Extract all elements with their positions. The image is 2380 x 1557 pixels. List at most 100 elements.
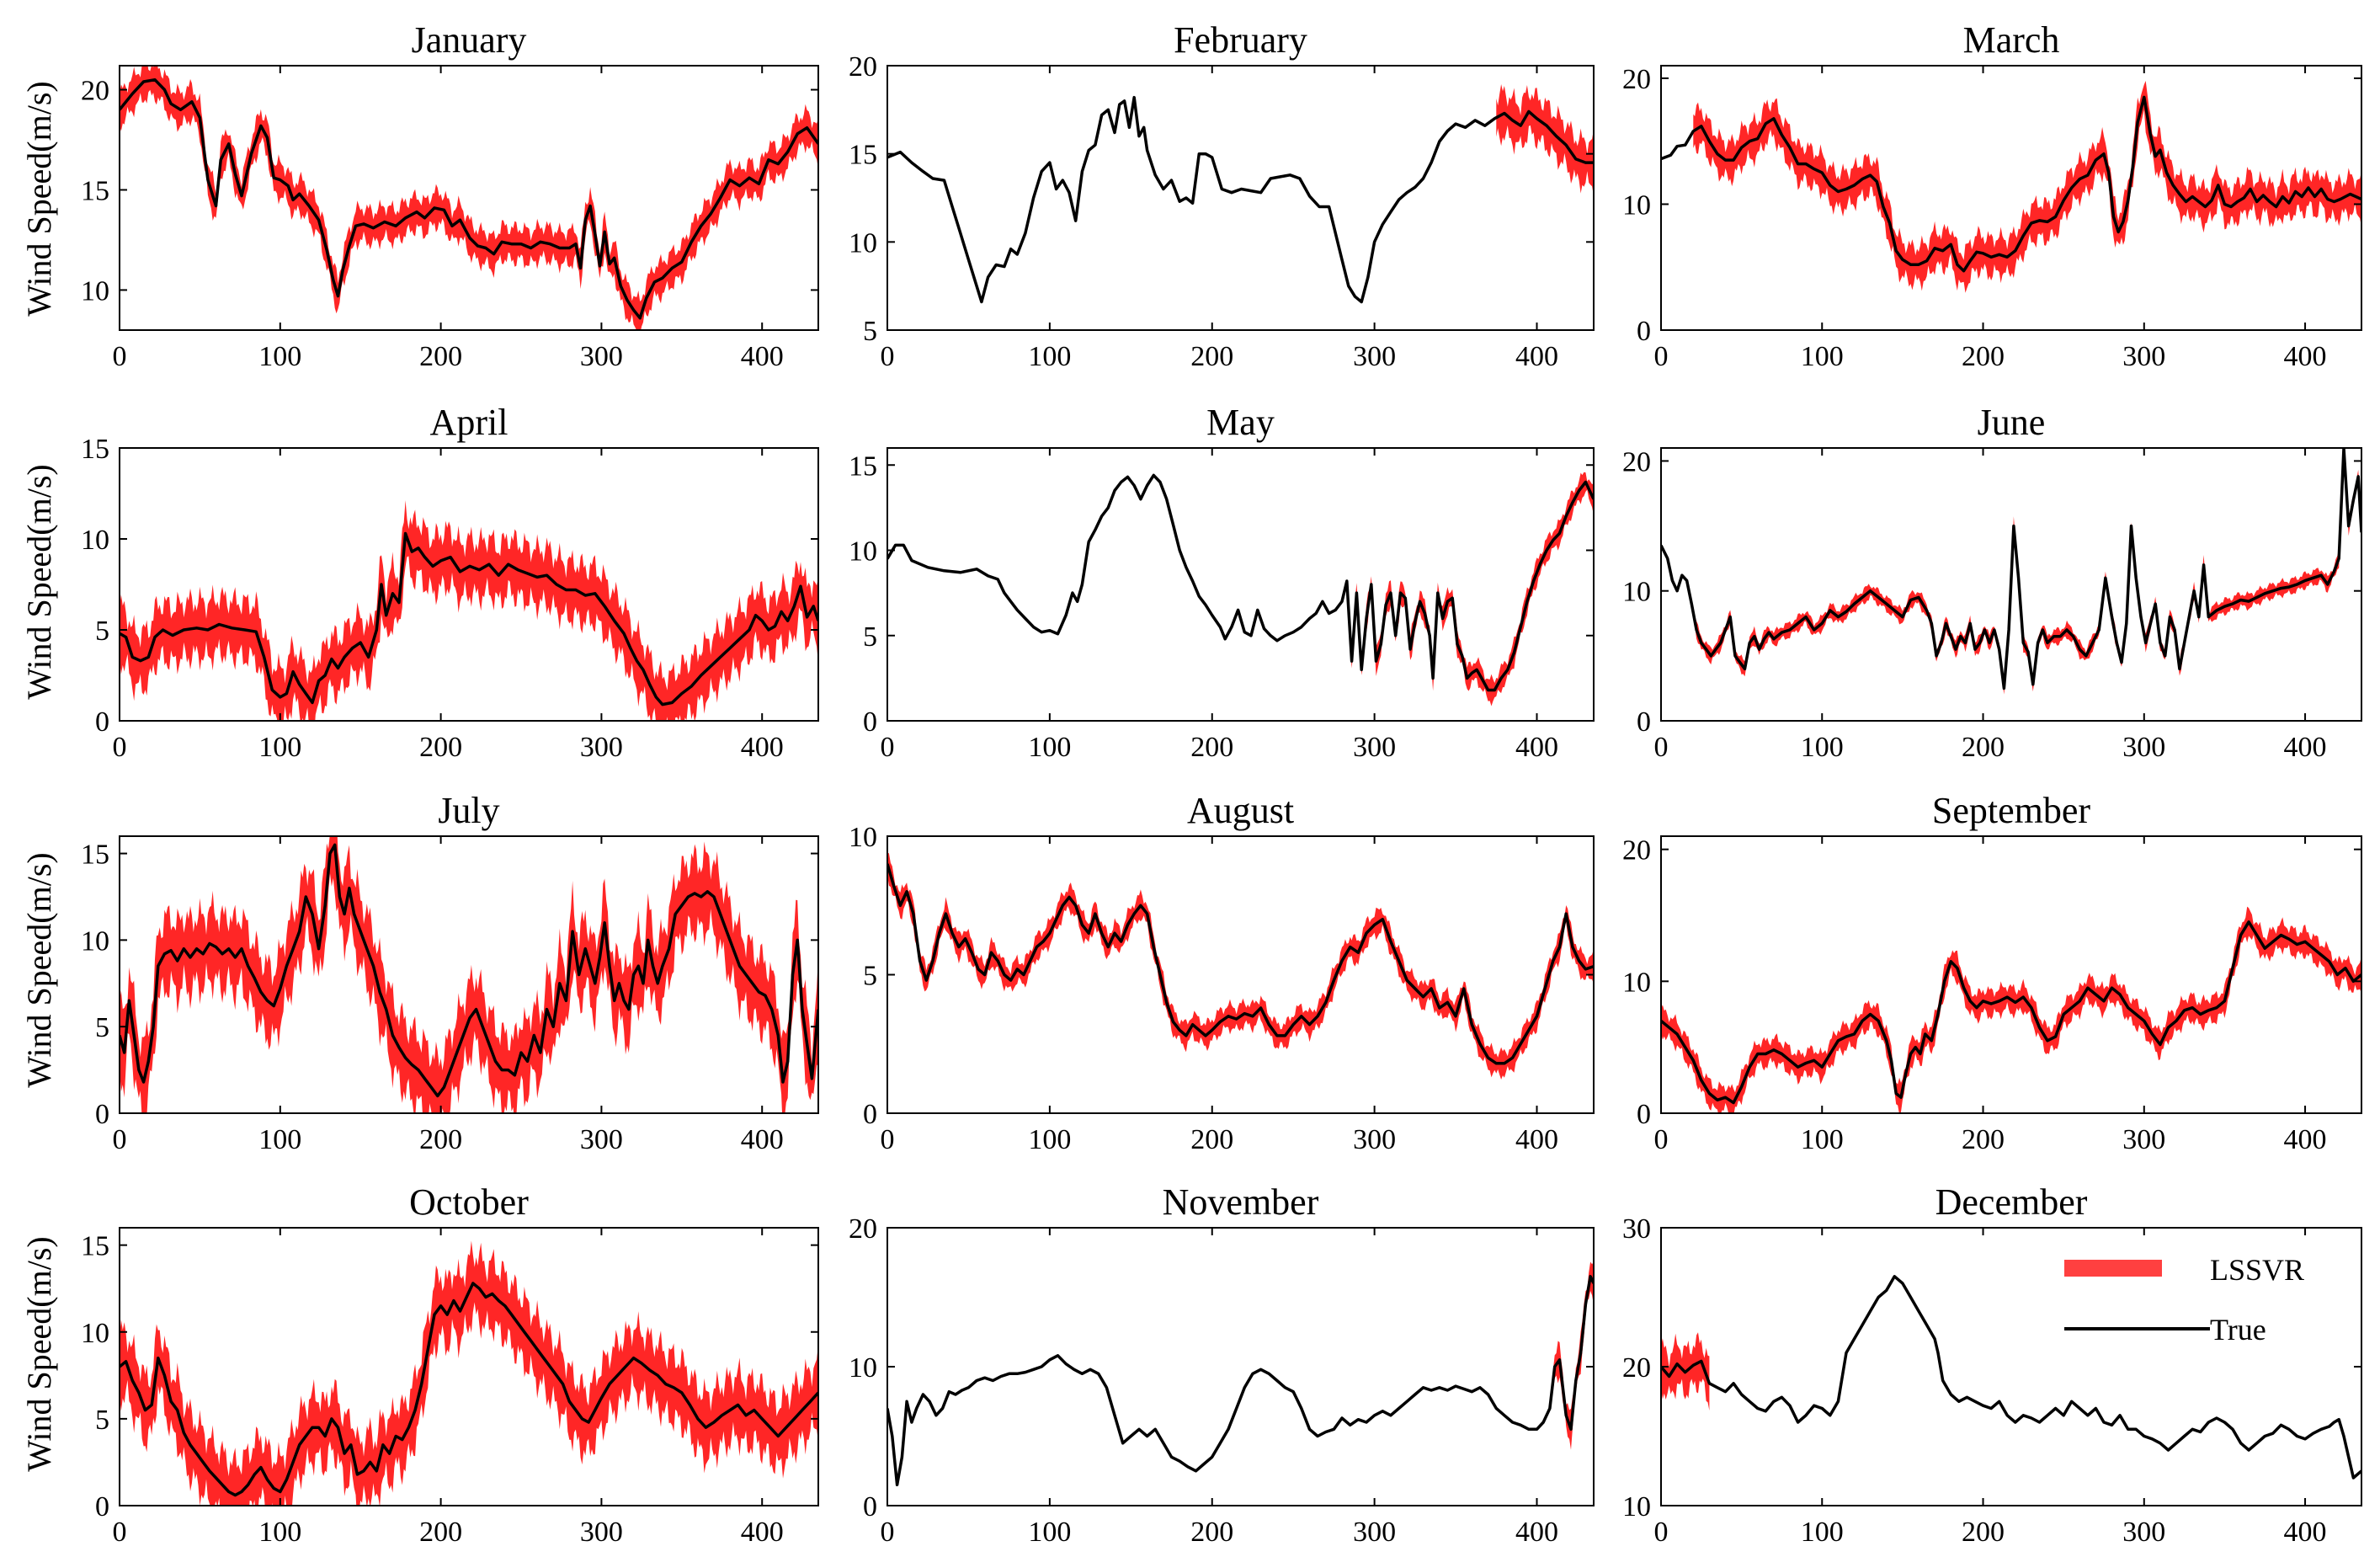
xtick-label: 200: [1962, 1517, 2005, 1548]
xtick-label: 400: [741, 1124, 784, 1155]
subplot-june: 0 100 200 300 400 0 10 20 June: [1622, 402, 2362, 763]
ytick-label: 20: [1622, 64, 1651, 95]
subplot-november: 0 100 200 300 400 0 10 20 November: [849, 1181, 1595, 1548]
panel-title-january: January: [412, 19, 527, 61]
ylabel-row-1: Wind Speed(m/s): [20, 81, 58, 316]
xtick-label: 200: [1962, 341, 2005, 372]
ytick-label: 10: [81, 925, 109, 957]
ytick-label: 0: [95, 1491, 109, 1522]
ylabel-row-4: Wind Speed(m/s): [20, 1236, 58, 1471]
legend: LSSVR True: [2064, 1253, 2304, 1346]
xtick-label: 100: [1801, 341, 1844, 372]
ytick-label: 0: [1637, 316, 1651, 347]
xtick-label: 400: [2284, 732, 2327, 763]
ytick-label: 10: [849, 1352, 877, 1384]
ytick-label: 5: [863, 961, 877, 992]
band-april: [120, 500, 818, 721]
xtick-label: 400: [1515, 341, 1558, 372]
xtick-label: 0: [1654, 1124, 1669, 1155]
ytick-label: 10: [81, 1318, 109, 1349]
xtick-label: 0: [1654, 1517, 1669, 1548]
xtick-label: 100: [1801, 1124, 1844, 1155]
ytick-label: 10: [1622, 189, 1651, 221]
ylabel-row-2: Wind Speed(m/s): [20, 464, 58, 699]
subplot-february: 0 100 200 300 400 5 10 15 20 February: [849, 19, 1595, 372]
ytick-label: 20: [81, 76, 109, 107]
ytick-label: 5: [95, 616, 109, 647]
ytick-label: 15: [81, 1231, 109, 1262]
xtick-label: 300: [1353, 1124, 1396, 1155]
ytick-label: 10: [849, 822, 877, 853]
ytick-label: 5: [95, 1012, 109, 1043]
xtick-label: 200: [419, 341, 462, 372]
band-may: [1350, 472, 1594, 707]
xtick-label: 400: [741, 732, 784, 763]
xtick-label: 300: [580, 1517, 623, 1548]
xtick-label: 100: [258, 1124, 301, 1155]
xtick-label: 0: [1654, 732, 1669, 763]
xtick-label: 400: [2284, 1124, 2327, 1155]
xtick-label: 100: [1028, 732, 1071, 763]
panel-title-november: November: [1163, 1181, 1319, 1223]
ytick-label: 0: [95, 1099, 109, 1130]
xtick-label: 300: [1353, 341, 1396, 372]
axes-frame-february: [887, 65, 1595, 331]
band-january: [120, 66, 818, 330]
xtick-label: 0: [881, 1124, 895, 1155]
ytick-label: 15: [81, 840, 109, 871]
xtick-label: 100: [1028, 341, 1071, 372]
ytick-label: 10: [849, 536, 877, 568]
xtick-label: 100: [258, 732, 301, 763]
band-march: [1693, 81, 2361, 293]
true-line-february: [887, 95, 1594, 304]
ytick-label: 15: [849, 451, 877, 482]
xtick-label: 400: [1515, 1124, 1558, 1155]
xtick-label: 0: [113, 341, 127, 372]
panel-title-september: September: [1932, 790, 2091, 831]
axes-frame-july: [119, 835, 819, 1114]
panel-title-june: June: [1978, 402, 2046, 443]
xtick-label: 100: [1801, 1517, 1844, 1548]
ytick-label: 15: [849, 140, 877, 171]
xtick-label: 300: [2122, 341, 2165, 372]
true-line-march: [1661, 95, 2361, 273]
xtick-label: 300: [580, 1124, 623, 1155]
axes-frame-november: [887, 1227, 1595, 1506]
xtick-label: 200: [1962, 732, 2005, 763]
panel-title-august: August: [1187, 790, 1294, 831]
true-line-august: [887, 863, 1594, 1065]
xtick-label: 100: [1028, 1124, 1071, 1155]
panel-title-march: March: [1963, 19, 2060, 61]
ytick-label: 15: [81, 434, 109, 465]
xtick-label: 400: [741, 1517, 784, 1548]
axes-frame-june: [1660, 447, 2362, 722]
axes-frame-october: [119, 1227, 819, 1506]
xtick-label: 0: [881, 732, 895, 763]
ytick-label: 10: [81, 275, 109, 307]
xtick-label: 300: [2122, 1517, 2165, 1548]
ytick-label: 5: [95, 1405, 109, 1436]
xtick-label: 100: [258, 1517, 301, 1548]
ytick-label: 0: [1637, 1099, 1651, 1130]
xtick-label: 200: [419, 732, 462, 763]
xtick-label: 200: [1190, 341, 1233, 372]
panel-title-may: May: [1206, 402, 1275, 443]
subplot-august: 0 100 200 300 400 0 5 10 August: [849, 790, 1595, 1155]
subplot-april: 0 100 200 300 400 0 5 10 15 April: [81, 402, 819, 763]
xtick-label: 0: [1654, 341, 1669, 372]
panel-title-february: February: [1174, 19, 1307, 61]
ytick-label: 0: [95, 707, 109, 738]
axes-frame-march: [1660, 65, 2362, 331]
xtick-label: 0: [113, 1517, 127, 1548]
panel-title-april: April: [430, 402, 508, 443]
ytick-label: 20: [849, 1213, 877, 1245]
band-july: [120, 836, 818, 1113]
xtick-label: 300: [1353, 732, 1396, 763]
xtick-label: 400: [1515, 1517, 1558, 1548]
xtick-label: 100: [1801, 732, 1844, 763]
xtick-label: 300: [580, 341, 623, 372]
xtick-label: 200: [1190, 1517, 1233, 1548]
panel-title-december: December: [1935, 1181, 2088, 1223]
legend-band-swatch: [2064, 1260, 2162, 1277]
